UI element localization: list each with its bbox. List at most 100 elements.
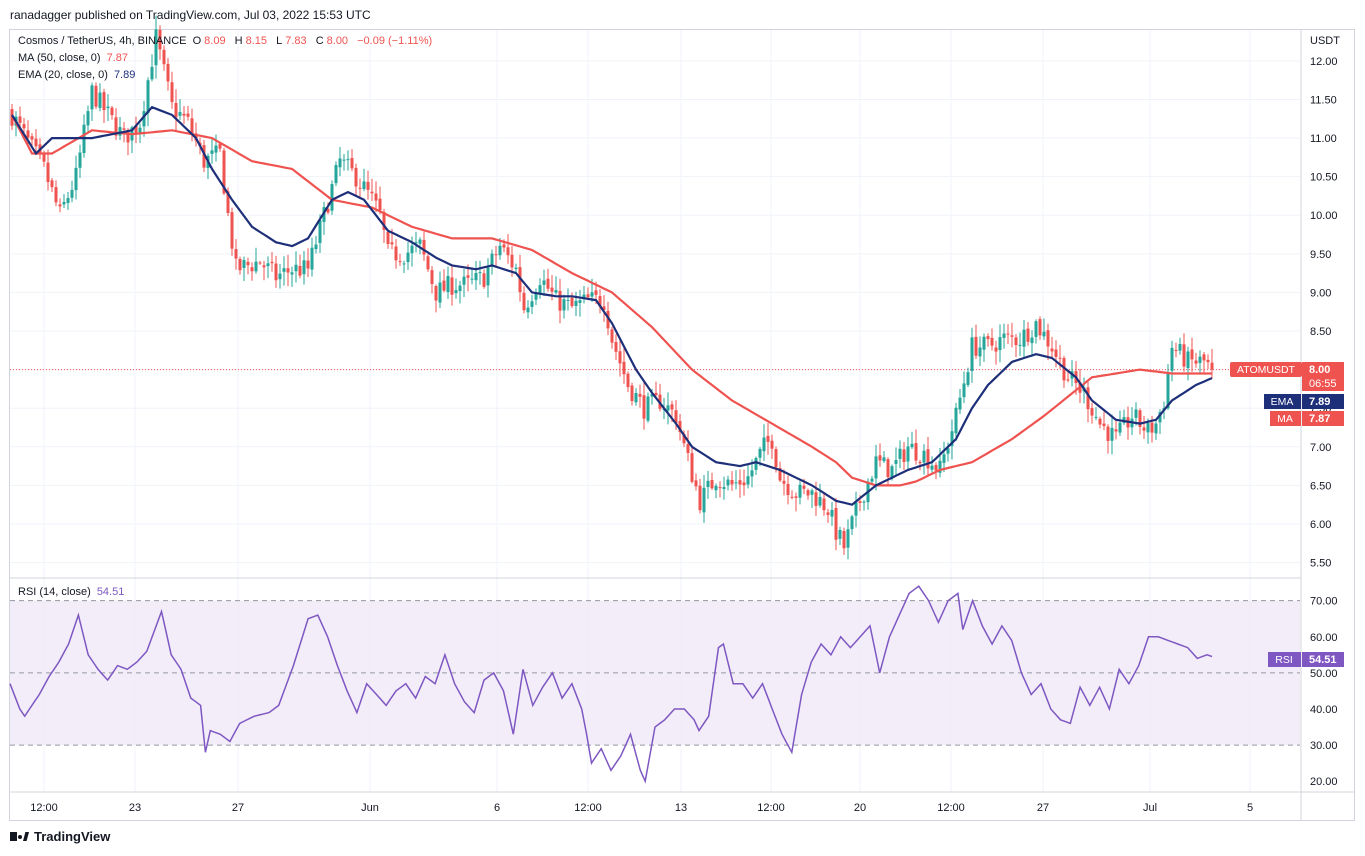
candle-body: [590, 292, 594, 297]
candle-body: [850, 516, 854, 530]
candle-body: [486, 267, 490, 286]
time-tick-label: 27: [232, 802, 244, 814]
candle-body: [1010, 335, 1014, 337]
candle-body: [282, 268, 286, 272]
candle-body: [966, 372, 970, 385]
candle-body: [458, 285, 462, 292]
candle-body: [386, 231, 390, 245]
candle-body: [506, 247, 510, 256]
candle-body: [778, 468, 782, 481]
candle-body: [734, 482, 738, 484]
candle-body: [1038, 319, 1042, 336]
rsi-axis-ticks: 70.00 60.00 50.00 40.00 30.00 20.00: [1310, 596, 1338, 789]
candle-body: [314, 244, 318, 250]
candle-body: [862, 501, 866, 503]
candle-body: [934, 464, 938, 471]
candle-body: [830, 509, 834, 517]
rsi-legend-label: RSI (14, close): [18, 586, 91, 598]
candle-body: [274, 263, 278, 281]
candle-body: [718, 487, 722, 489]
candle-body: [598, 296, 602, 307]
time-tick-label: 23: [129, 802, 141, 814]
ma-legend[interactable]: MA (50, close, 0) 7.87: [18, 52, 131, 64]
candle-body: [158, 29, 162, 50]
price-tick-label: 8.50: [1310, 326, 1331, 338]
tradingview-logo[interactable]: TradingView: [10, 829, 110, 844]
candle-body: [770, 440, 774, 449]
time-tick-label: Jul: [1143, 802, 1157, 814]
candle-body: [958, 397, 962, 410]
candle-body: [430, 270, 434, 284]
last-price-value: 8.00: [1309, 364, 1330, 376]
candle-body: [902, 449, 906, 462]
candle-body: [262, 265, 266, 268]
candle-body: [306, 260, 310, 269]
candle-body: [30, 136, 34, 140]
symbol-legend[interactable]: Cosmos / TetherUS, 4h, BINANCE O 8.09 H 8.…: [18, 35, 435, 47]
rsi-tag-label: RSI: [1275, 654, 1293, 666]
candle-body: [1114, 429, 1118, 432]
candle-body: [294, 264, 298, 272]
candle-body: [398, 261, 402, 263]
candle-body: [874, 456, 878, 479]
ema-legend-value: 7.89: [113, 69, 136, 81]
candle-body: [170, 82, 174, 103]
candle-body: [1118, 422, 1122, 433]
candle-body: [362, 181, 366, 190]
candle-body: [758, 448, 762, 458]
candle-body: [742, 482, 746, 486]
candle-body: [694, 480, 698, 487]
candle-body: [1142, 427, 1146, 431]
candle-body: [690, 453, 694, 482]
time-tick-label: Jun: [361, 802, 379, 814]
price-tick-label: 11.50: [1310, 94, 1337, 106]
candle-body: [530, 301, 534, 307]
candle-body: [726, 479, 730, 486]
candle-body: [510, 254, 514, 268]
time-tick-label: 5: [1247, 802, 1253, 814]
change-value: −0.09 (−1.11%): [357, 35, 433, 47]
candle-body: [886, 459, 890, 478]
candle-body: [58, 204, 62, 207]
candle-body: [802, 485, 806, 489]
rsi-legend[interactable]: RSI (14, close) 54.51: [18, 586, 127, 598]
candle-body: [406, 252, 410, 263]
candle-body: [626, 373, 630, 388]
ohlc-close: C 8.00: [316, 35, 351, 47]
rsi-legend-value: 54.51: [96, 586, 125, 598]
candle-body: [566, 299, 570, 301]
candle-body: [914, 443, 918, 461]
candle-body: [214, 145, 218, 153]
candle-body: [522, 292, 526, 311]
candle-body: [122, 128, 126, 130]
candle-body: [922, 450, 926, 463]
candle-body: [882, 457, 886, 462]
candle-body: [982, 336, 986, 350]
candle-body: [686, 444, 690, 453]
candle-body: [550, 287, 554, 292]
rsi-tick-label: 30.00: [1310, 740, 1338, 752]
candle-body: [698, 485, 702, 511]
candle-body: [834, 508, 838, 540]
candle-body: [578, 300, 582, 303]
candle-body: [766, 435, 770, 442]
candle-body: [670, 404, 674, 410]
candle-body: [650, 393, 654, 397]
candle-body: [478, 272, 482, 274]
candle-body: [1034, 321, 1038, 337]
candle-body: [402, 263, 406, 265]
candle-body: [26, 130, 30, 138]
ema-price-tag: EMA 7.89: [1264, 394, 1344, 409]
ema-legend[interactable]: EMA (20, close, 0) 7.89: [18, 69, 138, 81]
candle-body: [1022, 329, 1026, 347]
candle-body: [950, 431, 954, 447]
candle-body: [226, 191, 230, 213]
candle-body: [646, 396, 650, 421]
candle-body: [978, 347, 982, 357]
candle-body: [534, 293, 538, 300]
candle-body: [442, 280, 446, 291]
candle-body: [1134, 409, 1138, 418]
candle-body: [1202, 354, 1206, 361]
candle-body: [230, 212, 234, 249]
